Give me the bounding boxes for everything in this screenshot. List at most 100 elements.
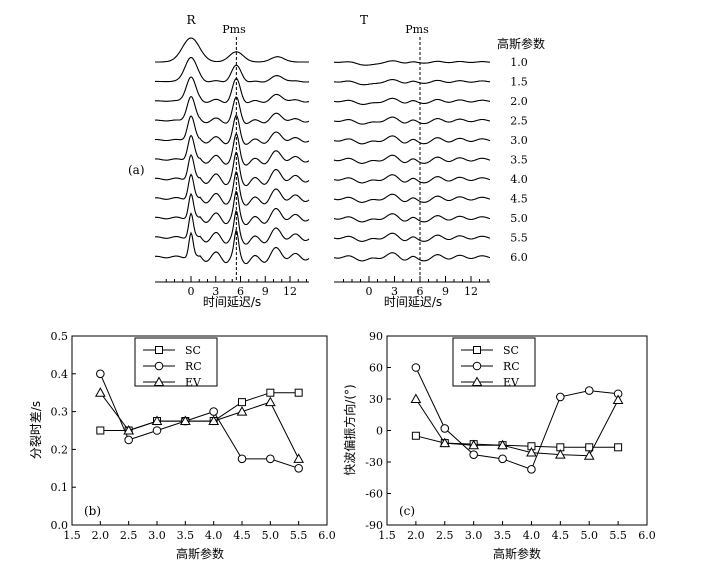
y-tick-label: 30 <box>369 393 383 406</box>
y-tick-label: -60 <box>365 488 383 501</box>
y-tick-label: 0 <box>376 425 383 438</box>
x-tick-label: 4.5 <box>552 529 570 542</box>
time-tick-label: 12 <box>464 285 478 298</box>
radial-x-axis: 0 3 6 9 12 <box>155 276 309 298</box>
radial-title: R <box>186 13 196 27</box>
trace-3-5 <box>155 133 310 166</box>
x-tick-label: 2.0 <box>407 529 425 542</box>
gaussian-label-5-0: 5.0 <box>510 212 528 225</box>
y-tick-label: 0.3 <box>51 406 69 419</box>
split-time-series <box>94 369 305 473</box>
series-point-rc <box>294 464 303 473</box>
trace-4-5 <box>155 171 310 206</box>
series-point-ev <box>94 387 106 397</box>
series-point-sc <box>96 426 105 435</box>
series-line-rc <box>415 367 619 471</box>
fast-wave-y-axis-label: 快波偏振方向/(°) <box>342 384 357 475</box>
transverse-x-axis: 0 3 6 9 12 <box>334 276 490 298</box>
legend-marker-ev <box>471 376 483 386</box>
y-tick-label: 0.5 <box>51 330 69 343</box>
legend-title-gaussian: 高斯参数 <box>497 36 545 51</box>
transverse-title: T <box>360 13 368 27</box>
radial-pms-label: Pms <box>222 23 246 36</box>
x-tick-label: 4.0 <box>523 529 541 542</box>
legend-box <box>452 337 536 387</box>
time-tick-label: 6 <box>237 285 244 298</box>
series-point-rc <box>498 454 507 464</box>
y-tick-label: -90 <box>365 519 383 532</box>
gaussian-label-6-0: 6.0 <box>510 251 528 264</box>
series-point-ev <box>264 396 276 407</box>
series-point-sc <box>411 431 420 440</box>
split-time-axes: 1.5 2.0 2.5 3.0 3.5 4.0 4.5 5.0 5.5 6.0 0.0 0.1 0.2 0… <box>51 330 336 542</box>
series-point-rc <box>584 386 594 395</box>
x-tick-label: 1.5 <box>63 529 81 542</box>
series-point-rc <box>96 369 105 379</box>
gaussian-label-5-5: 5.5 <box>510 232 528 245</box>
series-point-ev <box>293 453 305 463</box>
legend-label-sc: SC <box>185 344 201 357</box>
radial-component-panel: R Pms 0 3 6 9 12 时间延迟/s <box>154 13 310 309</box>
gaussian-label-2-0: 2.0 <box>510 95 528 108</box>
series-point-rc <box>527 465 536 474</box>
legend-label-ev: EV <box>503 376 520 389</box>
x-tick-label: 5.0 <box>580 529 598 542</box>
split-time-chart: 1.5 2.0 2.5 3.0 3.5 4.0 4.5 5.0 5.5 6.0 0.0 0.1 0.2 0… <box>29 330 336 561</box>
y-tick-label: 0.4 <box>51 368 69 381</box>
transverse-component-panel: T Pms 0 3 6 9 12 时间延迟/s <box>333 13 491 309</box>
series-line-ev <box>99 392 300 460</box>
y-tick-label: 0.2 <box>51 443 69 456</box>
series-point-sc <box>238 398 246 407</box>
gaussian-label-4-5: 4.5 <box>510 193 528 206</box>
series-point-ev <box>439 437 451 448</box>
series-point-rc <box>469 450 478 459</box>
time-tick-label: 3 <box>391 285 398 298</box>
legend-label-sc: SC <box>503 344 519 357</box>
split-time-panel-label: (b) <box>84 504 101 518</box>
x-tick-label: 6.0 <box>318 529 336 542</box>
radial-traces <box>154 37 310 265</box>
x-tick-label: 3.5 <box>177 529 195 542</box>
trace-1-0 <box>333 60 491 66</box>
y-tick-label: 0.0 <box>51 519 69 532</box>
x-tick-label: 4.5 <box>233 529 251 542</box>
radial-x-axis-label: 时间延迟/s <box>203 295 261 309</box>
trace-2-0 <box>155 76 310 104</box>
series-point-ev <box>179 415 191 426</box>
x-tick-label: 2.0 <box>92 529 110 542</box>
fast-wave-axes: 1.5 2.0 2.5 3.0 3.5 4.0 4.5 5.0 5.5 6.0 -90 -60 -30 0… <box>365 330 655 542</box>
y-tick-label: 60 <box>369 362 383 375</box>
legend-marker-ev <box>153 376 165 386</box>
series-point-ev <box>208 415 220 426</box>
series-point-rc <box>440 424 450 433</box>
series-point-rc <box>152 426 162 435</box>
time-tick-label: 0 <box>366 285 373 298</box>
fast-wave-series <box>410 363 624 474</box>
series-point-ev <box>583 450 595 460</box>
legend-marker-rc <box>154 361 164 371</box>
gaussian-label-3-5: 3.5 <box>510 154 528 167</box>
trace-4-0 <box>333 174 491 184</box>
time-tick-label: 6 <box>417 285 424 298</box>
fast-wave-x-axis-label: 高斯参数 <box>493 546 541 561</box>
legend-label-rc: RC <box>503 360 520 373</box>
fast-wave-panel-label: (c) <box>399 504 415 518</box>
fast-wave-direction-chart: 1.5 2.0 2.5 3.0 3.5 4.0 4.5 5.0 5.5 6.0 -90 -60 -30 0… <box>342 330 656 561</box>
series-point-ev <box>410 393 422 403</box>
series-point-rc <box>209 407 218 416</box>
trace-5-5 <box>333 232 491 242</box>
gaussian-label-2-5: 2.5 <box>510 115 528 128</box>
x-tick-label: 3.5 <box>494 529 512 542</box>
series-point-ev <box>236 406 248 416</box>
gaussian-label-1-0: 1.0 <box>510 56 528 69</box>
x-tick-label: 3.0 <box>465 529 483 542</box>
trace-4-5 <box>333 193 491 203</box>
x-tick-label: 5.5 <box>290 529 308 542</box>
series-point-rc <box>237 454 247 464</box>
series-point-sc <box>585 443 594 452</box>
gaussian-label-3-0: 3.0 <box>510 134 528 147</box>
split-time-y-axis-label: 分裂时差/s <box>29 401 43 459</box>
y-tick-label: 90 <box>369 330 383 343</box>
legend-label-ev: EV <box>185 376 202 389</box>
split-time-plot-frame <box>71 335 328 526</box>
